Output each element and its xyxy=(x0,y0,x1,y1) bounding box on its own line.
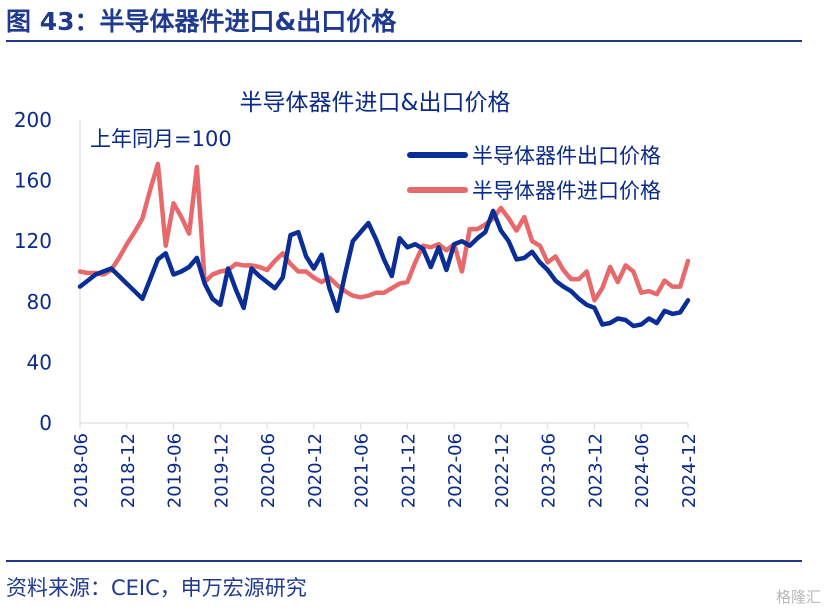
x-tick-label: 2019-06 xyxy=(165,433,186,508)
legend-label-import: 半导体器件进口价格 xyxy=(472,179,661,203)
y-tick-label: 0 xyxy=(39,411,52,435)
x-tick-label: 2019-12 xyxy=(211,433,232,508)
series-layer xyxy=(77,161,691,329)
x-tick-label: 2024-12 xyxy=(679,433,700,508)
figure-title: 图 43：半导体器件进口&出口价格 xyxy=(6,7,397,36)
y-tick-label: 80 xyxy=(27,290,52,314)
watermark: 格隆汇 xyxy=(775,588,821,606)
x-tick-label: 2020-12 xyxy=(305,433,326,508)
x-tick-label: 2024-06 xyxy=(632,433,653,508)
y-tick-label: 120 xyxy=(14,229,52,253)
top-rule xyxy=(6,40,802,42)
x-tick-label: 2021-06 xyxy=(352,433,373,508)
x-tick-label: 2023-06 xyxy=(539,433,560,508)
x-tick-label: 2022-12 xyxy=(492,433,513,508)
x-tick-label: 2018-12 xyxy=(118,433,139,508)
x-tick-label: 2023-12 xyxy=(585,433,606,508)
axes: 0 40 80 120 160 200 2018-06 2018-12 2019-06 2019-… xyxy=(14,108,700,508)
series-line-import xyxy=(77,161,691,303)
x-tick-label: 2018-06 xyxy=(71,433,92,508)
bottom-rule xyxy=(6,560,802,562)
x-tick-label: 2022-06 xyxy=(445,433,466,508)
legend-label-export: 半导体器件出口价格 xyxy=(472,144,661,168)
y-tick-label: 40 xyxy=(27,350,52,374)
chart-annotation: 上年同月=100 xyxy=(90,127,232,151)
x-tick-label: 2021-12 xyxy=(398,433,419,508)
y-tick-label: 160 xyxy=(14,169,52,193)
series-line-export xyxy=(77,208,691,329)
chart-title: 半导体器件进口&出口价格 xyxy=(240,90,511,116)
y-tick-label: 200 xyxy=(14,108,52,132)
source-note: 资料来源：CEIC，申万宏源研究 xyxy=(6,576,307,600)
x-tick-label: 2020-06 xyxy=(258,433,279,508)
